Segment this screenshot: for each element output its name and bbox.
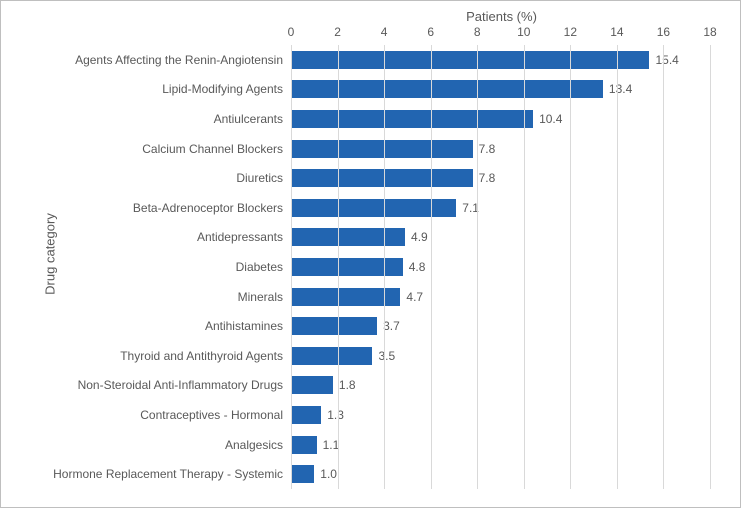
category-label: Calcium Channel Blockers [142, 142, 283, 156]
bar [291, 258, 403, 276]
bar-row: Contraceptives - Hormonal1.3 [291, 404, 710, 426]
bar [291, 140, 473, 158]
bar-row: Minerals4.7 [291, 286, 710, 308]
bar-value-label: 3.5 [378, 349, 395, 363]
plot-area: Agents Affecting the Renin-Angiotensin15… [291, 45, 710, 489]
category-label: Analgesics [225, 438, 283, 452]
bar-value-label: 3.7 [383, 319, 400, 333]
category-label: Thyroid and Antithyroid Agents [120, 349, 283, 363]
x-tick-label: 12 [564, 25, 577, 39]
bar [291, 317, 377, 335]
gridline [431, 45, 432, 489]
y-axis-title: Drug category [42, 213, 57, 295]
x-tick-label: 0 [288, 25, 295, 39]
bar-row: Antidepressants4.9 [291, 226, 710, 248]
bar-value-label: 4.8 [409, 260, 426, 274]
category-label: Antidepressants [197, 230, 283, 244]
bar-value-label: 4.7 [406, 290, 423, 304]
bar-value-label: 1.3 [327, 408, 344, 422]
bar [291, 436, 317, 454]
category-label: Antiulcerants [214, 112, 283, 126]
bar-value-label: 13.4 [609, 82, 632, 96]
bar-value-label: 7.8 [479, 171, 496, 185]
x-tick-label: 8 [474, 25, 481, 39]
x-tick-label: 10 [517, 25, 530, 39]
bar-row: Analgesics1.1 [291, 434, 710, 456]
bar-row: Antiulcerants10.4 [291, 108, 710, 130]
bar [291, 376, 333, 394]
bar-row: Antihistamines3.7 [291, 315, 710, 337]
category-label: Diuretics [236, 171, 283, 185]
bar-value-label: 1.0 [320, 467, 337, 481]
bar [291, 51, 649, 69]
bar [291, 347, 372, 365]
category-label: Beta-Adrenoceptor Blockers [133, 201, 283, 215]
bar-value-label: 4.9 [411, 230, 428, 244]
x-tick-label: 4 [381, 25, 388, 39]
chart-frame: Patients (%) Drug category Agents Affect… [0, 0, 741, 508]
bars-container: Agents Affecting the Renin-Angiotensin15… [291, 45, 710, 489]
gridline [617, 45, 618, 489]
bar-value-label: 15.4 [655, 53, 678, 67]
bar-row: Diabetes4.8 [291, 256, 710, 278]
bar-value-label: 7.8 [479, 142, 496, 156]
bar [291, 406, 321, 424]
category-label: Contraceptives - Hormonal [140, 408, 283, 422]
x-tick-label: 6 [427, 25, 434, 39]
x-tick-label: 2 [334, 25, 341, 39]
category-label: Antihistamines [205, 319, 283, 333]
x-tick-label: 18 [703, 25, 716, 39]
gridline [570, 45, 571, 489]
bar [291, 110, 533, 128]
bar-row: Agents Affecting the Renin-Angiotensin15… [291, 49, 710, 71]
category-label: Diabetes [236, 260, 283, 274]
gridline [338, 45, 339, 489]
x-tick-label: 16 [657, 25, 670, 39]
bar-row: Diuretics7.8 [291, 167, 710, 189]
x-axis-title: Patients (%) [466, 9, 537, 24]
category-label: Non-Steroidal Anti-Inflammatory Drugs [78, 378, 283, 392]
bar [291, 169, 473, 187]
bar [291, 465, 314, 483]
gridline [524, 45, 525, 489]
bar-row: Lipid-Modifying Agents13.4 [291, 78, 710, 100]
bar-row: Calcium Channel Blockers7.8 [291, 138, 710, 160]
bar-row: Non-Steroidal Anti-Inflammatory Drugs1.8 [291, 374, 710, 396]
bar-row: Thyroid and Antithyroid Agents3.5 [291, 345, 710, 367]
bar-value-label: 1.8 [339, 378, 356, 392]
bar-row: Beta-Adrenoceptor Blockers7.1 [291, 197, 710, 219]
gridline [384, 45, 385, 489]
x-tick-label: 14 [610, 25, 623, 39]
category-label: Minerals [238, 290, 283, 304]
gridline [291, 45, 292, 489]
bar-row: Hormone Replacement Therapy - Systemic1.… [291, 463, 710, 485]
gridline [710, 45, 711, 489]
gridline [477, 45, 478, 489]
category-label: Lipid-Modifying Agents [162, 82, 283, 96]
bar [291, 228, 405, 246]
gridline [663, 45, 664, 489]
category-label: Hormone Replacement Therapy - Systemic [53, 467, 283, 481]
category-label: Agents Affecting the Renin-Angiotensin [75, 53, 283, 67]
bar-value-label: 10.4 [539, 112, 562, 126]
